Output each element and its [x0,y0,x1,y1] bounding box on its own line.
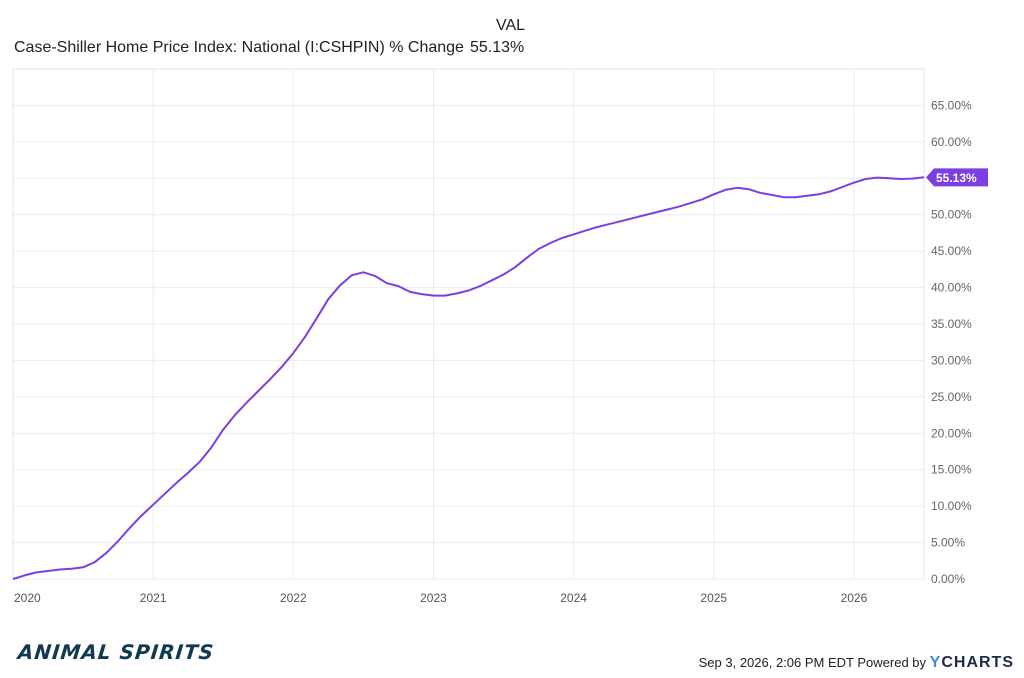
y-tick-label: 15.00% [931,463,972,477]
y-tick-label: 40.00% [931,281,972,295]
ycharts-logo[interactable]: YCHARTS [930,654,1014,671]
ycharts-logo-text: CHARTS [941,654,1014,671]
line-chart[interactable]: 0.00% 5.00% 10.00% 15.00% 20.00% 25.00% 30.00%… [0,0,1024,640]
y-tick-label: 65.00% [931,98,972,112]
x-tick-label: 2024 [560,591,587,605]
y-tick-label: 20.00% [931,426,972,440]
x-tick-label: 2022 [280,591,307,605]
y-tick-label: 10.00% [931,499,972,513]
x-tick-label: 2020 [14,591,41,605]
y-tick-label: 5.00% [931,536,965,550]
legend-column-header: VAL [496,17,526,34]
series-line[interactable] [12,176,925,580]
y-tick-label: 45.00% [931,244,972,258]
y-tick-label: 30.00% [931,353,972,367]
ycharts-logo-y: Y [929,654,942,671]
y-tick-label: 0.00% [931,572,965,586]
x-tick-label: 2023 [420,591,447,605]
y-tick-label: 60.00% [931,135,972,149]
x-tick-label: 2026 [841,591,868,605]
x-tick-label: 2025 [700,591,727,605]
end-value-label: 55.13% [936,171,977,185]
footer-timestamp: Sep 3, 2026, 2:06 PM EDT Powered by [698,655,927,670]
legend-series-label[interactable]: Case-Shiller Home Price Index: National … [14,39,464,56]
footer: Sep 3, 2026, 2:06 PM EDT Powered by YCHA… [699,654,1014,672]
y-tick-label: 25.00% [931,390,972,404]
animal-spirits-logo: ANIMAL SPIRITS [16,640,216,664]
y-tick-label: 50.00% [931,208,972,222]
y-tick-label: 35.00% [931,317,972,331]
legend-series-value: 55.13% [470,39,525,56]
x-tick-label: 2021 [140,591,167,605]
end-value-tag [926,168,988,187]
